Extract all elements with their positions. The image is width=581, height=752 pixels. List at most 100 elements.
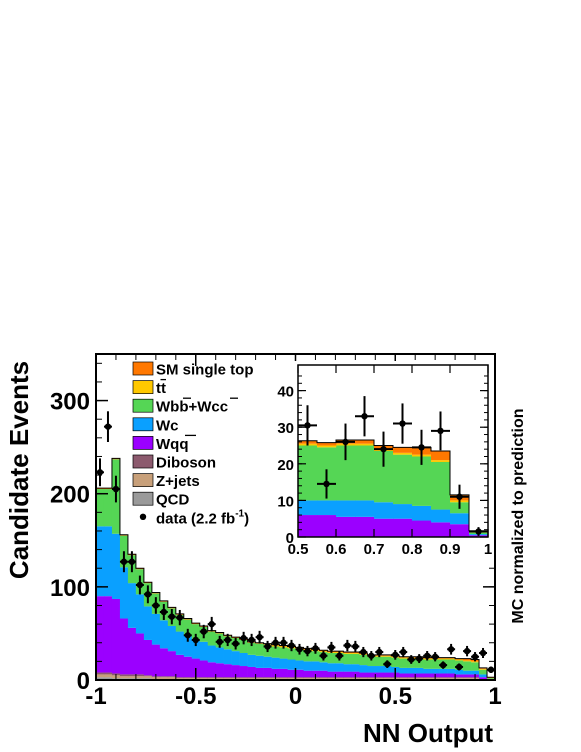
stack-bar <box>463 674 472 678</box>
inset-data-point <box>355 396 374 437</box>
data-point <box>423 651 432 661</box>
stack-bar <box>431 659 440 669</box>
legend-label: Z+jets <box>156 473 200 490</box>
inset-stack-bar <box>431 451 451 461</box>
inset-frame <box>297 364 489 538</box>
stack-bar <box>447 677 456 679</box>
data-point <box>343 639 352 652</box>
stack-bar <box>175 678 185 680</box>
stack-bar <box>415 678 424 680</box>
legend-entry: Wc <box>132 417 179 434</box>
stack-bar <box>295 677 304 679</box>
stack-bar <box>327 677 336 679</box>
stack-bar <box>279 677 288 679</box>
stack-bar <box>96 672 105 675</box>
stack-bar <box>191 658 201 678</box>
data-point <box>239 631 248 645</box>
data-point <box>391 650 400 660</box>
inset-series-wc <box>298 500 489 536</box>
data-point <box>127 551 136 573</box>
stack-bar <box>303 670 312 678</box>
stack-bar <box>135 674 145 677</box>
data-point <box>111 475 120 503</box>
data-point <box>431 652 440 662</box>
legend-label: tt <box>156 380 166 397</box>
x-tick-label: -0.5 <box>175 683 216 710</box>
inset-x-tick-label: 0.6 <box>326 541 347 558</box>
stack-bar <box>335 677 344 679</box>
stack-bar <box>471 670 480 675</box>
data-point <box>295 643 304 655</box>
inset-stack-bar <box>469 535 489 537</box>
data-point <box>231 637 240 650</box>
stack-bar <box>159 648 169 677</box>
stack-bar <box>239 678 248 680</box>
data-point <box>471 652 480 662</box>
stack-bar <box>295 660 304 670</box>
data-point <box>319 651 328 661</box>
stack-bar <box>399 673 408 678</box>
stack-bar <box>215 677 224 679</box>
stack-bar <box>167 625 177 652</box>
stack-bar <box>183 678 193 680</box>
stack-bar <box>319 678 328 680</box>
legend-swatch <box>132 417 154 432</box>
inset-y-tick-label: 10 <box>277 493 294 510</box>
stack-bar <box>215 678 224 680</box>
stack-bar <box>423 668 432 674</box>
legend-entry: Wqq <box>132 434 196 453</box>
inset-stack-bar <box>298 445 318 501</box>
stack-bar <box>367 672 376 678</box>
inset-stack-bar <box>355 445 375 501</box>
stack-bar <box>343 664 352 672</box>
stack-bar <box>351 653 360 665</box>
stack-bar <box>191 639 201 659</box>
data-point <box>415 654 424 664</box>
inset-stack-bar <box>336 500 356 517</box>
stack-bar <box>263 677 272 679</box>
stack-bar <box>367 666 376 673</box>
stack-bar <box>287 669 296 678</box>
stack-bar <box>327 678 336 680</box>
inset-x-tick-label: 1 <box>484 541 492 558</box>
inset-series-wbb-wcc <box>298 445 489 535</box>
stack-bar <box>247 677 256 679</box>
stack-bar <box>463 660 472 662</box>
data-point <box>447 643 456 655</box>
data-point <box>247 633 256 647</box>
stack-bar <box>359 654 368 666</box>
inset-stack-bar <box>374 502 394 519</box>
stack-bar <box>319 670 328 678</box>
inset-series-wqq <box>298 515 489 537</box>
inset-stack-bar <box>431 509 451 523</box>
stack-bar <box>119 618 129 675</box>
data-point <box>223 633 232 647</box>
stack-bar <box>127 676 137 679</box>
data-point <box>151 597 160 614</box>
inset-y-tick-label: 20 <box>277 457 294 474</box>
legend-label: data (2.2 fb-1) <box>156 508 249 527</box>
stack-bar <box>135 676 145 679</box>
stack-bar <box>199 641 209 661</box>
legend-swatch <box>132 361 154 376</box>
data-point <box>143 585 152 604</box>
stack-bar <box>183 677 193 679</box>
x-tick-label: 1 <box>488 683 501 710</box>
stack-bar <box>423 677 432 679</box>
stack-bar <box>359 678 368 680</box>
data-point <box>327 641 336 653</box>
stack-bar <box>191 624 201 640</box>
data-point <box>383 660 392 669</box>
stack-bar <box>343 652 352 654</box>
stack-bar <box>279 678 288 680</box>
data-point <box>407 655 416 664</box>
stack-bar <box>159 676 169 678</box>
stack-bar <box>455 678 464 680</box>
stack-bar <box>423 659 432 669</box>
stack-bar <box>103 677 113 680</box>
inset-stack-bar <box>412 505 432 521</box>
inset-stack-bar <box>450 513 470 525</box>
inset-data-point <box>393 403 412 444</box>
